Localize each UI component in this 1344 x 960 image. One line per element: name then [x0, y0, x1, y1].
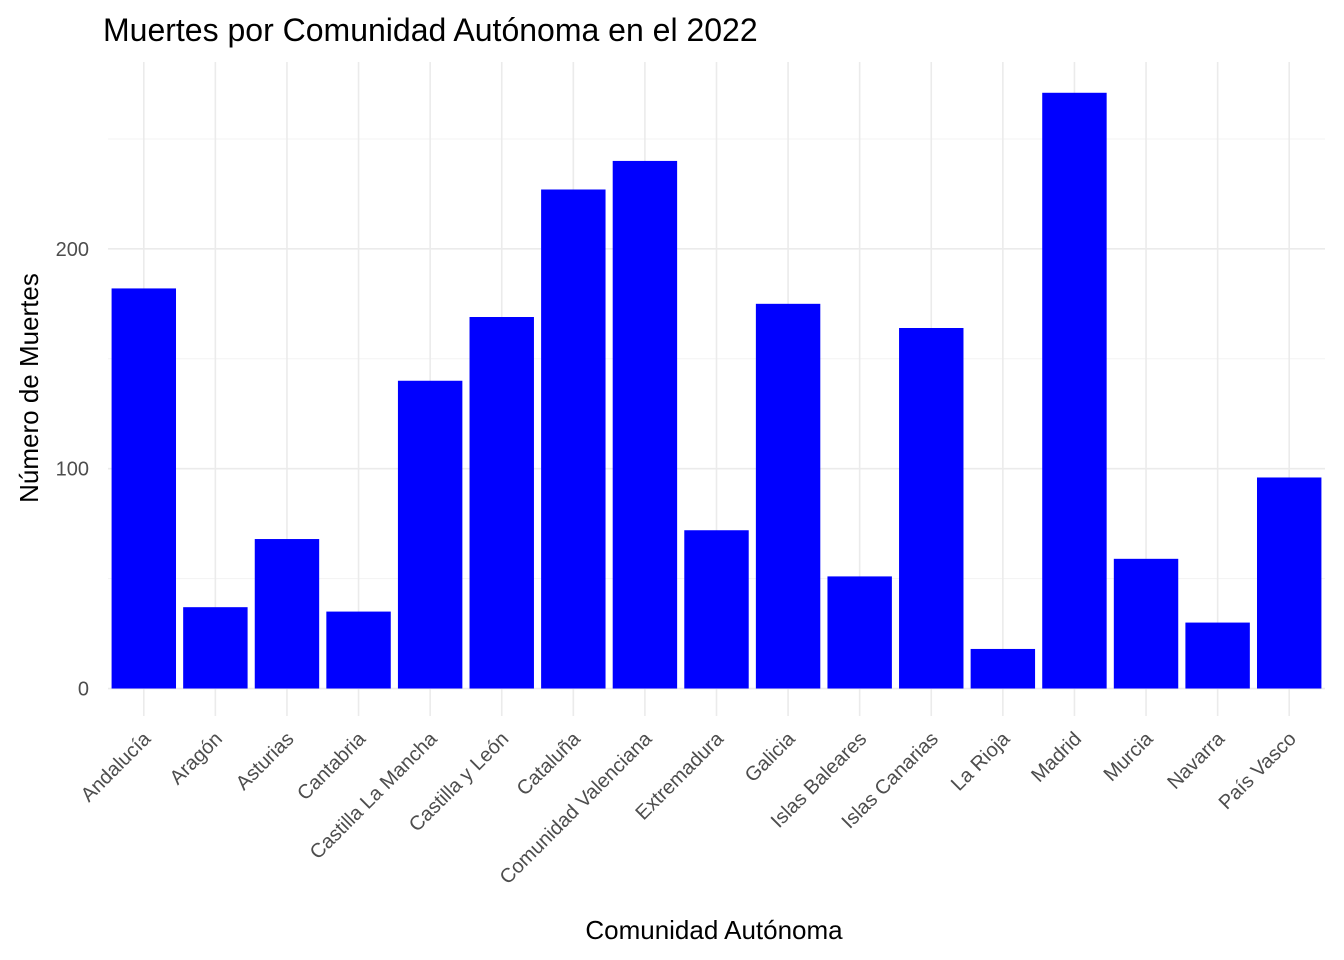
- bar-16: [1185, 622, 1250, 689]
- bar-15: [1113, 558, 1179, 689]
- bar-4: [326, 611, 391, 689]
- x-tick-label: Castilla La Mancha: [306, 727, 442, 863]
- bar-17: [1256, 477, 1322, 689]
- y-tick-labels: 0 100 200: [56, 239, 89, 701]
- bars: [111, 92, 1322, 689]
- bar-5: [397, 380, 463, 689]
- x-tick-label: Madrid: [1027, 728, 1086, 787]
- x-tick-label: Cantabria: [293, 727, 370, 804]
- bar-10: [755, 303, 821, 689]
- x-tick-label: Asturias: [232, 728, 299, 795]
- x-tick-labels: Andalucía Aragón AsturiasCantabriaCastilla…: [77, 727, 1301, 888]
- y-tick-label: 100: [56, 459, 89, 481]
- x-tick-label: Cataluña: [513, 727, 586, 800]
- x-tick-label: País Vasco: [1215, 728, 1301, 814]
- bar-13: [970, 648, 1036, 689]
- bar-9: [684, 530, 749, 689]
- x-tick-label: Galicia: [741, 727, 800, 786]
- bar-14: [1042, 92, 1107, 689]
- bar-3: [254, 539, 320, 689]
- bar-8: [612, 160, 678, 689]
- bar-7: [541, 189, 606, 689]
- bar-2: [183, 607, 248, 689]
- bar-6: [469, 317, 534, 689]
- x-tick-label: Andalucía: [77, 727, 156, 806]
- y-tick-label: 200: [56, 239, 89, 261]
- chart-title: Muertes por Comunidad Autónoma en el 202…: [103, 12, 758, 48]
- x-tick-label: Aragón: [166, 728, 227, 789]
- x-tick-label: La Rioja: [947, 727, 1015, 795]
- bar-1: [111, 288, 177, 689]
- x-tick-label: Murcia: [1100, 727, 1159, 786]
- y-axis-title: Número de Muertes: [14, 273, 44, 503]
- x-axis-title: Comunidad Autónoma: [585, 915, 843, 945]
- y-tick-label: 0: [78, 679, 89, 701]
- bar-12: [899, 327, 964, 689]
- bar-11: [827, 576, 892, 689]
- x-tick-label: Navarra: [1163, 727, 1229, 793]
